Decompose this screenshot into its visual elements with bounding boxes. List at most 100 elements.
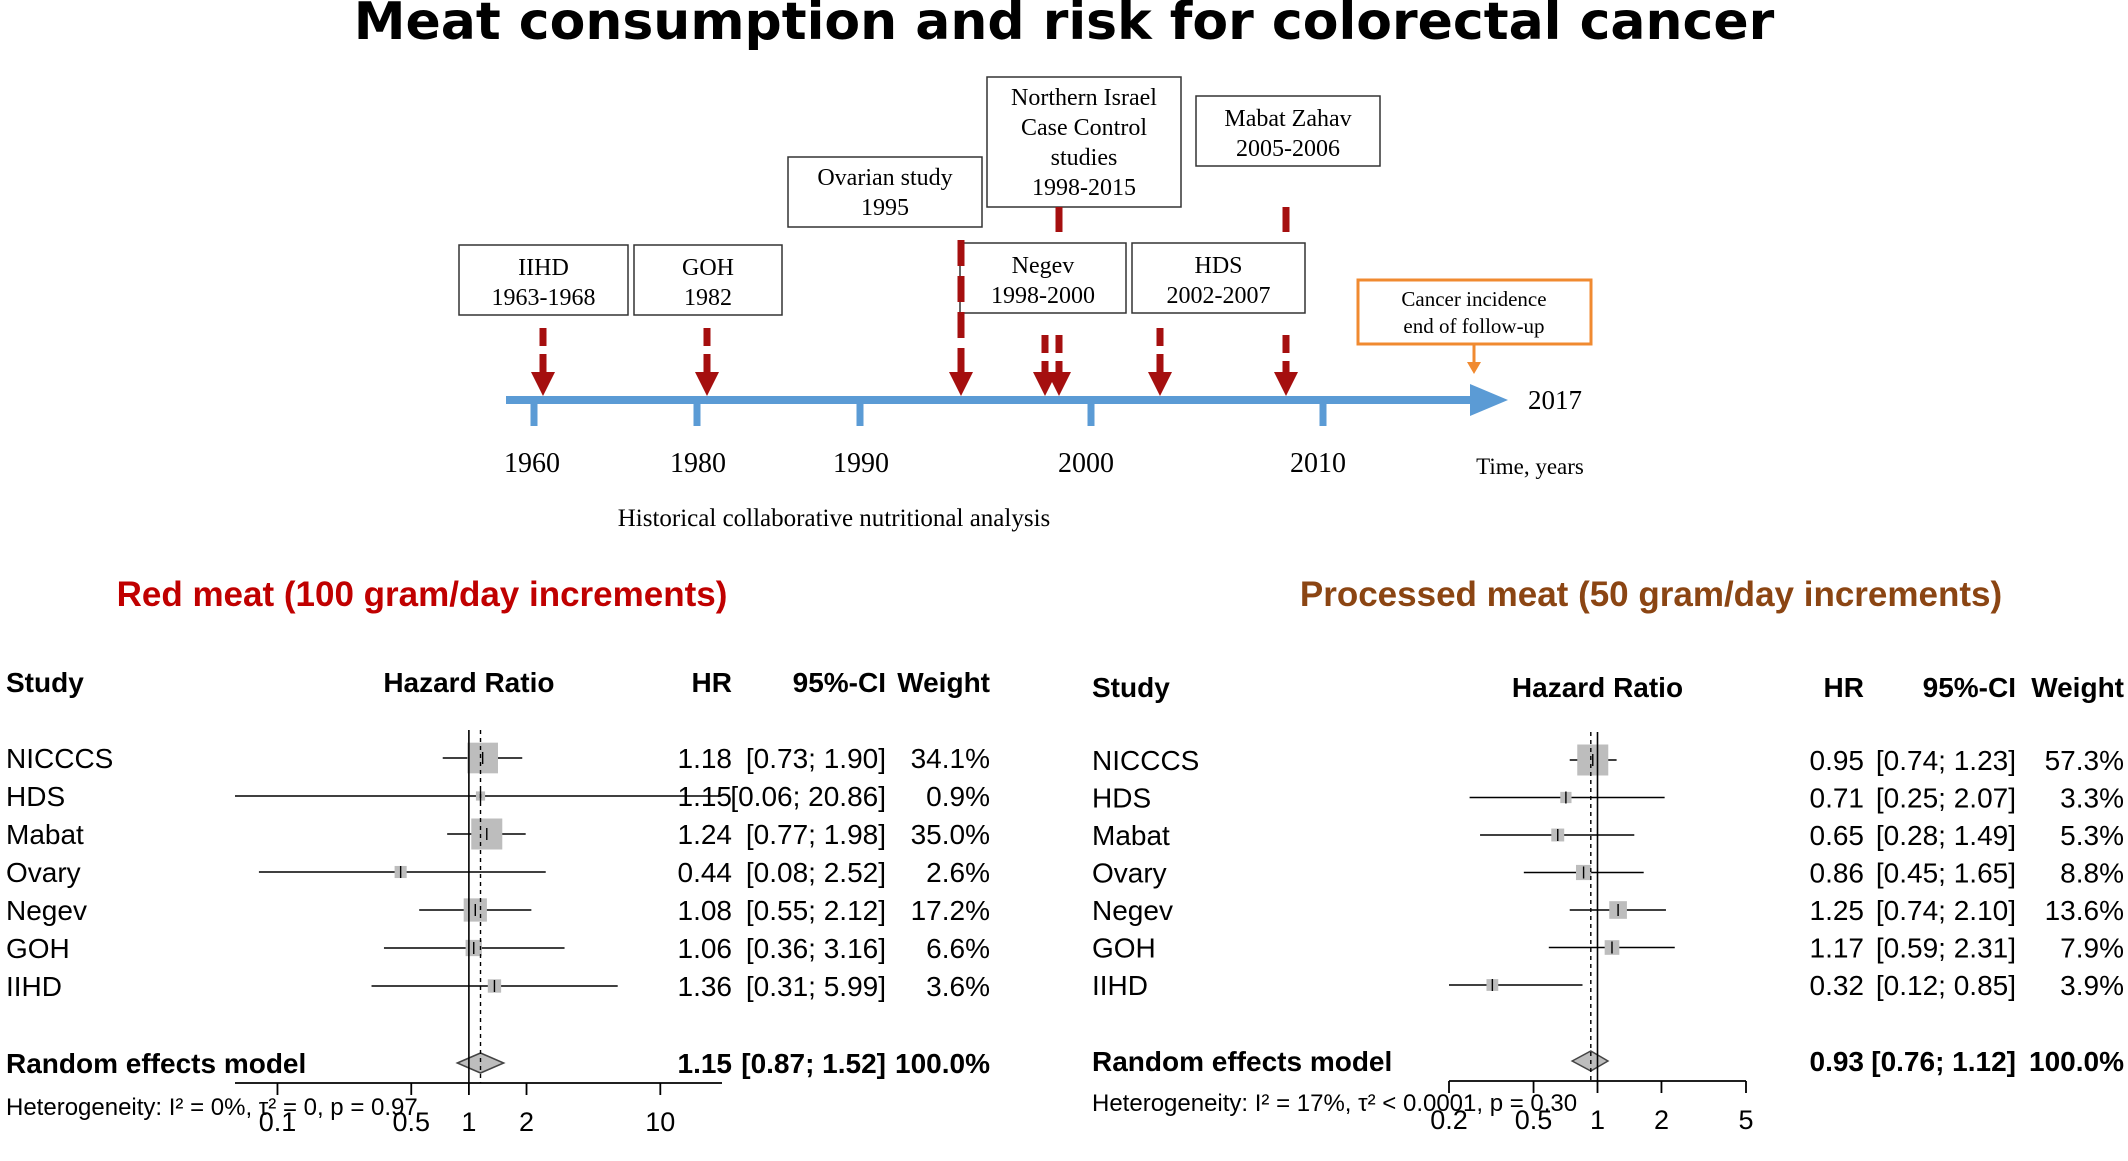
study-box-name: Ovarian study	[817, 165, 952, 191]
timeline-year-label: 1960	[504, 448, 560, 479]
weight-value: 7.9%	[2060, 933, 2124, 964]
column-header-weight: Weight	[897, 667, 990, 698]
study-box-name: HDS	[1194, 253, 1242, 279]
hr-value: 0.32	[1810, 970, 1865, 1001]
study-box-years: 1982	[684, 285, 732, 311]
study-label: Ovary	[1092, 858, 1167, 889]
cancer-incidence-arrowhead	[1467, 362, 1481, 374]
hr-value: 1.08	[678, 895, 733, 926]
x-tick-label: 1	[461, 1107, 476, 1137]
ci-value: [0.74; 1.23]	[1876, 745, 2016, 776]
timeline-year-label: 1990	[833, 448, 889, 479]
study-label: IIHD	[6, 971, 62, 1002]
study-label: GOH	[6, 933, 70, 964]
study-box-name: IIHD	[518, 255, 569, 281]
hr-value: 1.06	[678, 933, 733, 964]
hr-value: 0.65	[1810, 820, 1865, 851]
heterogeneity-text: Heterogeneity: I² = 17%, τ² < 0.0001, p …	[1092, 1090, 1577, 1117]
pooled-label: Random effects model	[6, 1048, 306, 1079]
study-box-years: 1963-1968	[492, 285, 596, 311]
weight-value: 2.6%	[926, 857, 990, 888]
hr-value: 0.71	[1810, 783, 1865, 814]
study-label: IIHD	[1092, 970, 1148, 1001]
x-tick-label: 0.2	[1430, 1105, 1468, 1135]
study-box	[633, 244, 783, 316]
study-label: HDS	[1092, 783, 1151, 814]
study-box-name-line: Case Control	[1021, 115, 1147, 141]
timeline-year-label: 2000	[1058, 448, 1114, 479]
weight-value: 5.3%	[2060, 820, 2124, 851]
timeline-axis-label: Time, years	[1476, 454, 1584, 479]
x-tick-label: 2	[519, 1107, 534, 1137]
weight-value: 13.6%	[2045, 895, 2124, 926]
timeline-end-year: 2017	[1528, 385, 1582, 415]
study-box	[458, 244, 629, 316]
ci-value: [0.74; 2.10]	[1876, 895, 2016, 926]
study-box-name: GOH	[682, 255, 734, 281]
column-header-hazard-ratio: Hazard Ratio	[1512, 672, 1683, 703]
pooled-diamond	[1570, 1050, 1610, 1072]
weight-value: 3.6%	[926, 971, 990, 1002]
ci-value: [0.06; 20.86]	[730, 781, 886, 812]
ci-value: [0.59; 2.31]	[1876, 933, 2016, 964]
weight-value: 17.2%	[911, 895, 990, 926]
x-tick-label: 0.5	[392, 1107, 430, 1137]
page-title: Meat consumption and risk for colorectal…	[353, 0, 1775, 52]
hr-value: 0.86	[1810, 858, 1865, 889]
weight-value: 35.0%	[911, 819, 990, 850]
weight-value: 0.9%	[926, 781, 990, 812]
ci-value: [0.55; 2.12]	[746, 895, 886, 926]
forest-plot-processed-meat: Processed meat (50 gram/day increments) S…	[1092, 575, 2124, 1135]
study-box-name-line: Northern Israel	[1011, 85, 1157, 111]
weight-value: 57.3%	[2045, 745, 2124, 776]
pooled-ci-value: [0.87; 1.52]	[741, 1048, 886, 1079]
timeline-diagram: 2017 1960 1980 1990 2000 2010 Time, years Histo…	[458, 76, 1593, 532]
study-box-name-line: studies	[1051, 145, 1118, 171]
timeline-caption: Historical collaborative nutritional ana…	[618, 505, 1051, 532]
forest-plot-red-meat: Red meat (100 gram/day increments) Study H…	[6, 575, 990, 1137]
pooled-ci-value: [0.76; 1.12]	[1871, 1046, 2016, 1077]
weight-value: 3.9%	[2060, 970, 2124, 1001]
ci-value: [0.08; 2.52]	[746, 857, 886, 888]
timeline-marker-arrowhead	[1274, 372, 1298, 396]
ci-value: [0.25; 2.07]	[1876, 783, 2016, 814]
weight-value: 3.3%	[2060, 783, 2124, 814]
study-label: Ovary	[6, 857, 81, 888]
hr-value: 1.36	[678, 971, 733, 1002]
pooled-label: Random effects model	[1092, 1046, 1392, 1077]
hr-value: 1.15	[678, 781, 733, 812]
timeline-marker-arrowhead	[531, 372, 555, 396]
forest-title: Red meat (100 gram/day increments)	[117, 575, 728, 614]
study-label: Mabat	[1092, 820, 1170, 851]
column-header-hr: HR	[692, 667, 732, 698]
timeline-marker-arrowhead	[695, 372, 719, 396]
study-label: Negev	[6, 895, 87, 926]
column-header-ci: 95%-CI	[793, 667, 886, 698]
study-box-years: 1998-2000	[991, 283, 1095, 309]
study-label: Mabat	[6, 819, 84, 850]
x-tick-label: 1	[1590, 1105, 1605, 1135]
study-box	[959, 242, 1127, 314]
column-header-hazard-ratio: Hazard Ratio	[383, 667, 554, 698]
forest-title: Processed meat (50 gram/day increments)	[1300, 575, 2002, 614]
pooled-hr-value: 1.15	[678, 1048, 733, 1079]
timeline-year-label: 2010	[1290, 448, 1346, 479]
ci-value: [0.77; 1.98]	[746, 819, 886, 850]
study-box-name: Negev	[1012, 253, 1075, 279]
weight-value: 34.1%	[911, 743, 990, 774]
study-box-years: 1995	[861, 195, 909, 221]
ci-value: [0.28; 1.49]	[1876, 820, 2016, 851]
cancer-incidence-line: Cancer incidence	[1401, 287, 1546, 311]
x-tick-label: 0.5	[1515, 1105, 1553, 1135]
column-header-study: Study	[1092, 672, 1170, 703]
study-box-name: Mabat Zahav	[1224, 106, 1351, 132]
weight-value: 6.6%	[926, 933, 990, 964]
hr-value: 0.44	[678, 857, 733, 888]
study-label: NICCCS	[6, 743, 113, 774]
hr-value: 1.18	[678, 743, 733, 774]
timeline-marker-arrowhead	[949, 372, 973, 396]
timeline-marker-arrowhead	[1047, 372, 1071, 396]
timeline-marker-arrowhead	[1148, 372, 1172, 396]
study-label: NICCCS	[1092, 745, 1199, 776]
x-tick-label: 0.1	[259, 1107, 297, 1137]
